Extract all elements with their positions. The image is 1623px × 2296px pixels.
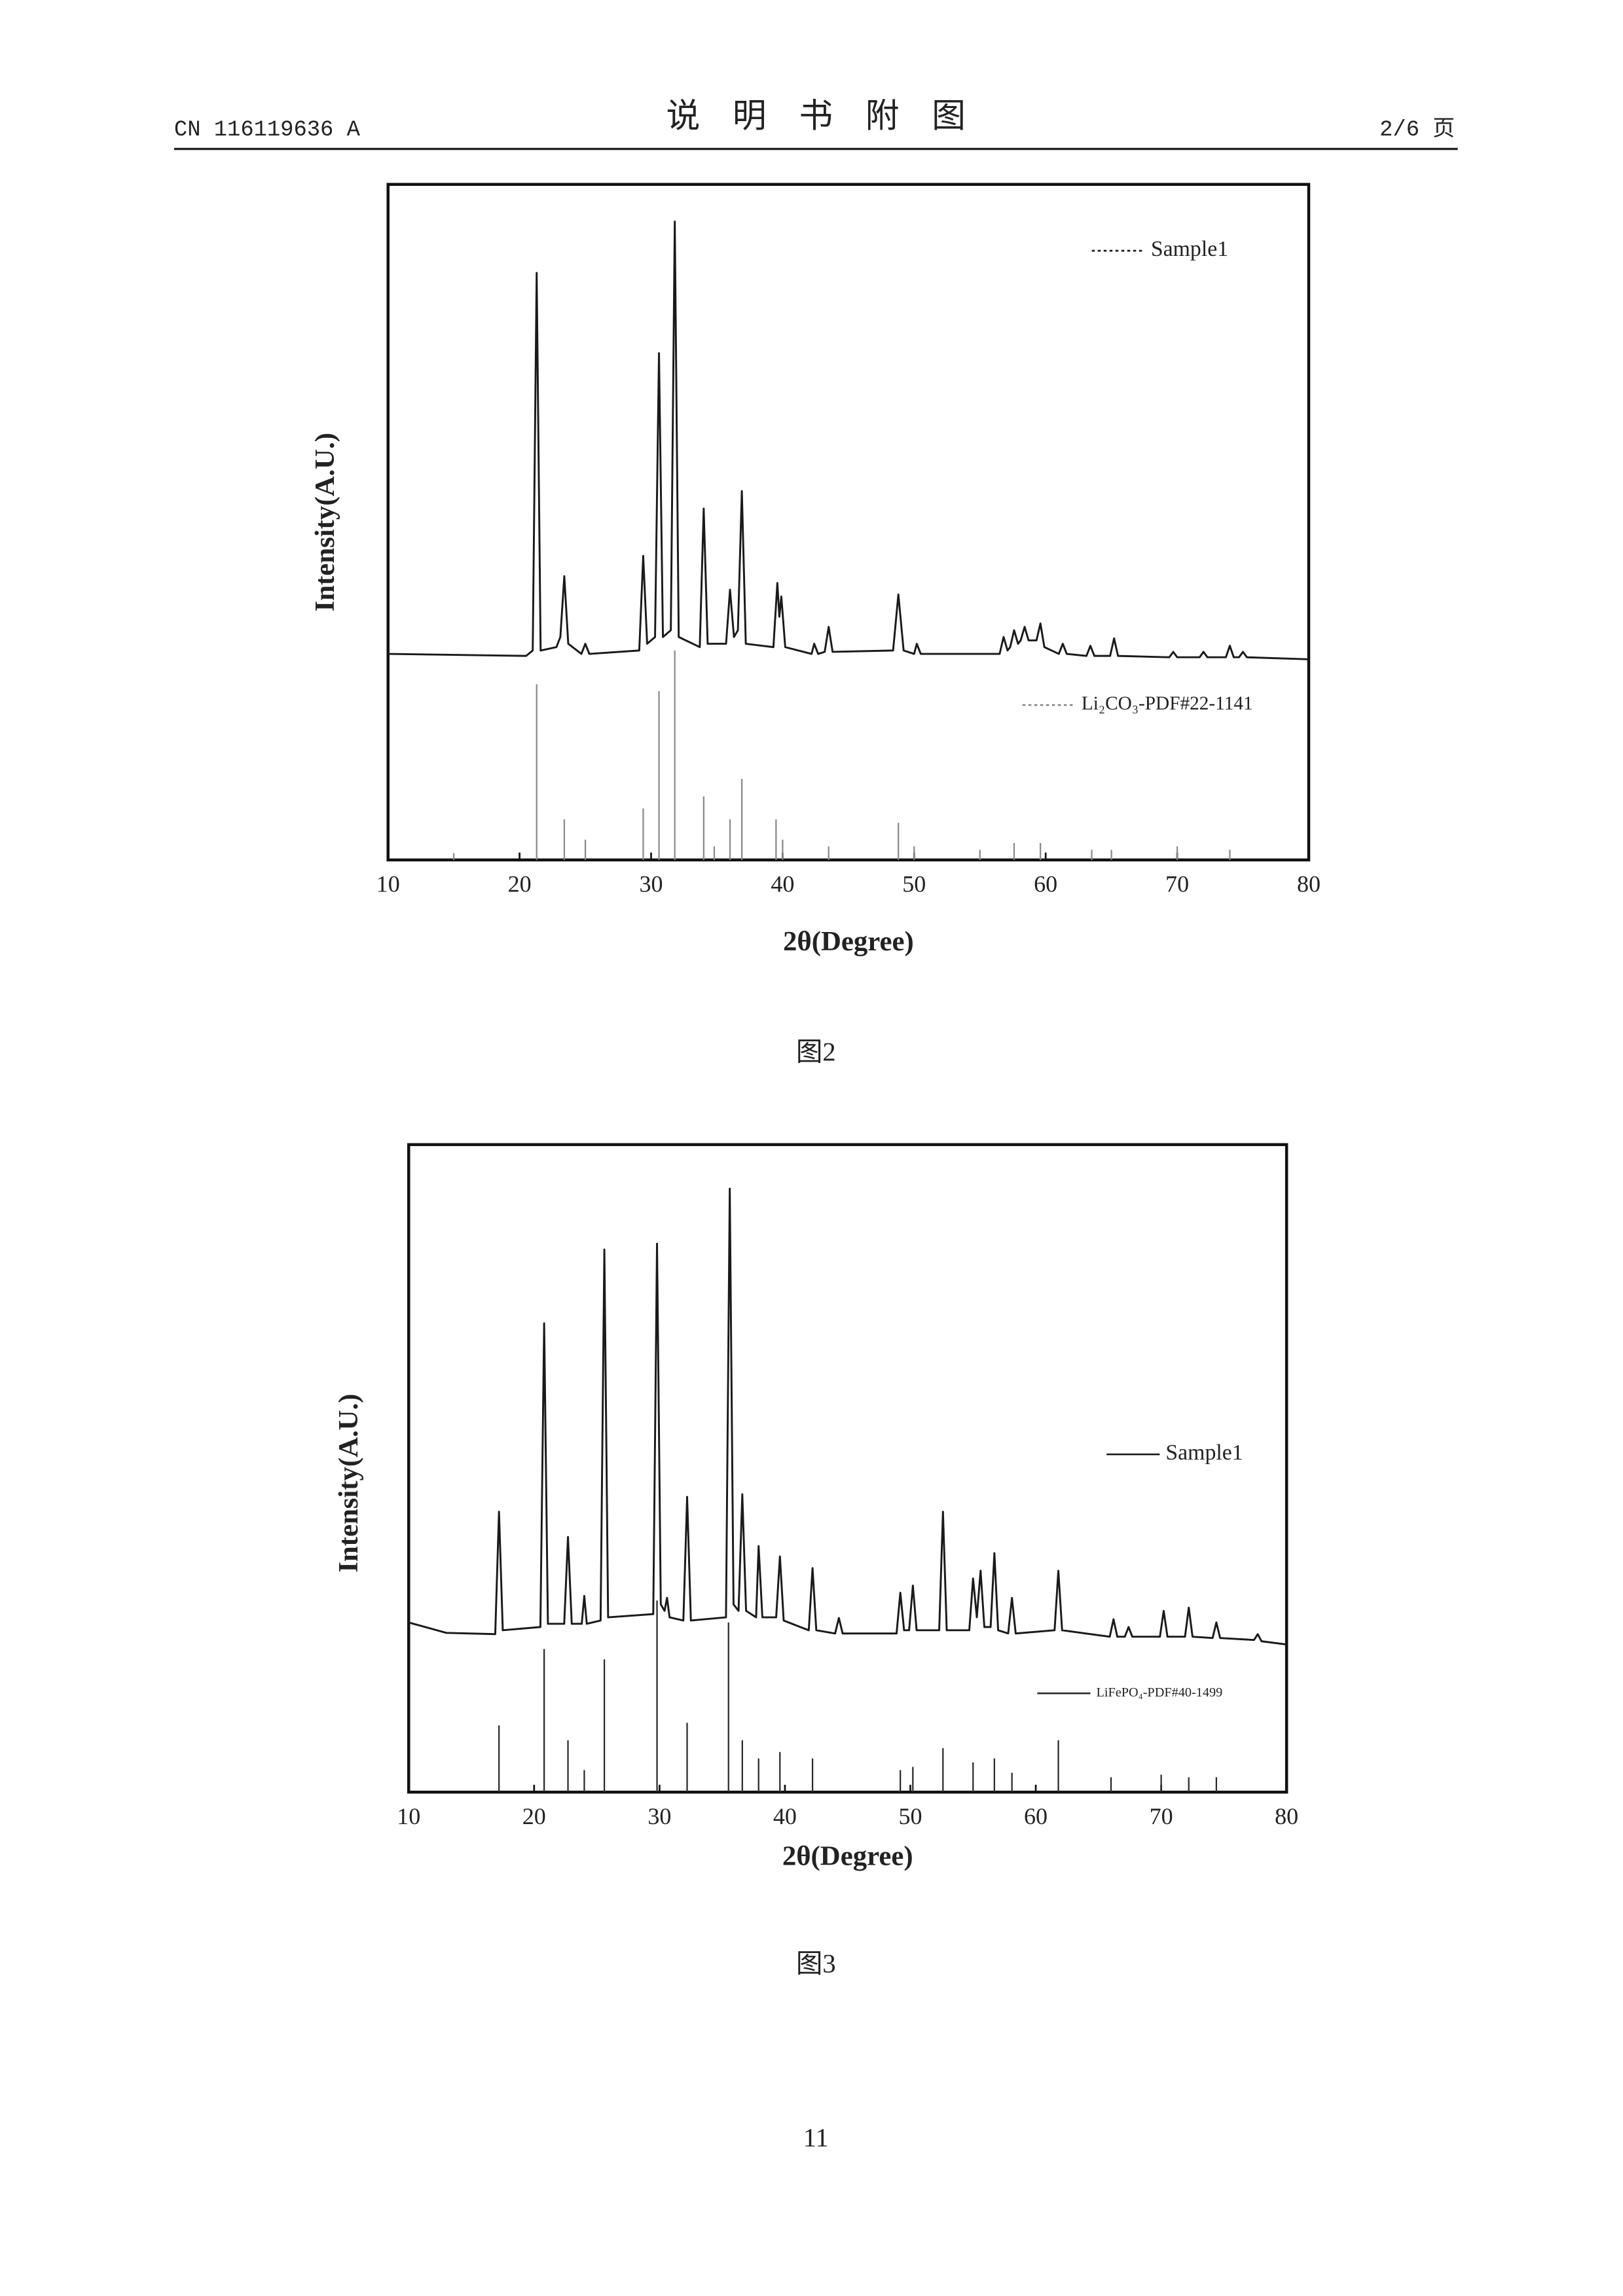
- x-tick-label: 40: [771, 871, 794, 897]
- caption: 图2: [796, 1037, 836, 1067]
- x-tick-label: 30: [639, 871, 663, 897]
- y-axis-label: Intensity(A.U.): [310, 433, 340, 611]
- x-tick-label: 10: [376, 871, 400, 897]
- page-count: 2/6 页: [1379, 118, 1455, 143]
- x-tick-label: 30: [647, 1803, 671, 1829]
- legend-label: LiFePO₄-PDF#40-1499: [1096, 1685, 1222, 1700]
- page-number: 11: [803, 2123, 829, 2152]
- x-tick-label: 80: [1275, 1803, 1298, 1829]
- x-tick-label: 20: [522, 1803, 546, 1829]
- x-axis-label: 2θ(Degree): [783, 926, 914, 957]
- doc-number: CN 116119636 A: [174, 118, 361, 143]
- caption: 图3: [796, 1948, 836, 1978]
- legend-label: Sample1: [1151, 237, 1228, 261]
- legend-label: Sample1: [1165, 1441, 1243, 1465]
- x-tick-label: 40: [773, 1803, 797, 1829]
- pattern-line: [388, 221, 1309, 660]
- plot-frame: [407, 1143, 1288, 1794]
- y-axis-label: Intensity(A.U.): [333, 1393, 364, 1572]
- x-tick-label: 20: [508, 871, 532, 897]
- doc-title: 说明书附图: [666, 96, 998, 135]
- x-tick-label: 80: [1297, 871, 1321, 897]
- plot-frame: [386, 183, 1311, 862]
- pattern-line: [408, 1187, 1287, 1646]
- x-tick-label: 60: [1024, 1803, 1048, 1829]
- x-tick-label: 50: [902, 871, 926, 897]
- legend-label: Li₂CO₃-PDF#22-1141: [1082, 693, 1253, 714]
- x-tick-label: 50: [898, 1803, 922, 1829]
- x-axis-label: 2θ(Degree): [782, 1840, 913, 1871]
- x-tick-label: 70: [1150, 1803, 1173, 1829]
- x-tick-label: 10: [397, 1803, 420, 1829]
- x-tick-label: 70: [1165, 871, 1189, 897]
- x-tick-label: 60: [1034, 871, 1057, 897]
